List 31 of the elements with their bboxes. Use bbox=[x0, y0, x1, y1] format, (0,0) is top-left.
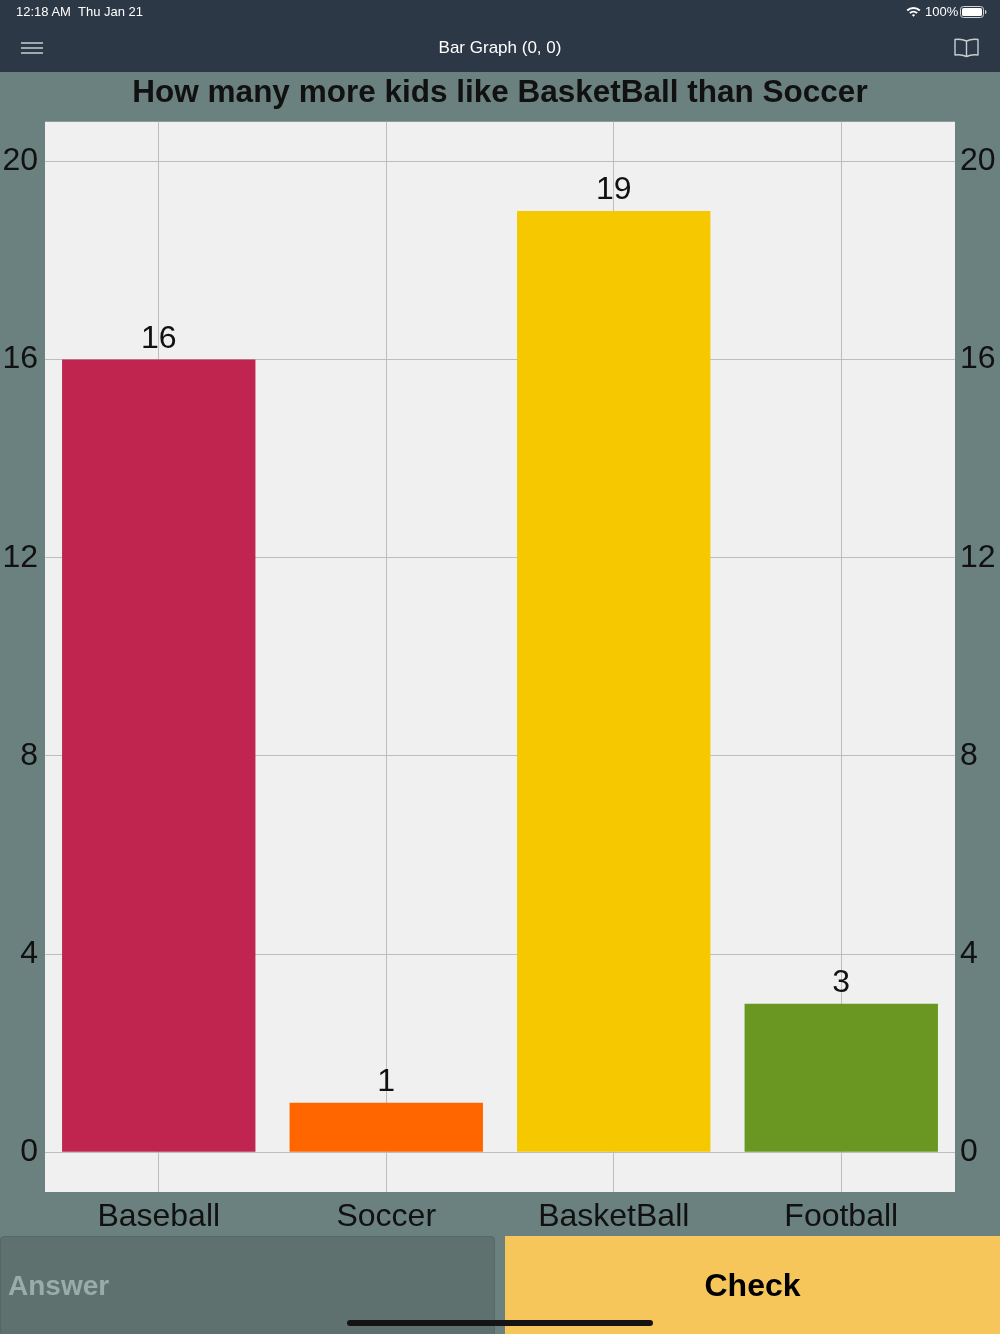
text-field: Answer bbox=[0, 1236, 495, 1334]
y-tick-label: 12 bbox=[2, 537, 38, 574]
y2-tick-label: 8 bbox=[960, 735, 978, 772]
data-label: 16 bbox=[140, 318, 177, 355]
y-tick-label: 16 bbox=[2, 339, 38, 376]
y2-tick-label: 4 bbox=[960, 934, 978, 971]
y2-tick-label: 20 bbox=[960, 141, 996, 178]
bar bbox=[517, 210, 711, 1152]
text: Bar Graph (0, 0) bbox=[438, 38, 562, 57]
text: 100% bbox=[925, 4, 959, 20]
text: 12:18 AM bbox=[16, 4, 71, 20]
y-tick-label: 8 bbox=[20, 735, 38, 772]
data-label: 3 bbox=[832, 962, 851, 999]
data-label: 19 bbox=[595, 169, 632, 206]
y2-tick-label: 12 bbox=[960, 537, 996, 574]
x-tick-label: Baseball bbox=[97, 1197, 221, 1234]
data-label: 1 bbox=[377, 1061, 396, 1098]
y-tick-label: 4 bbox=[20, 934, 38, 971]
x-tick-label: BasketBall bbox=[538, 1197, 690, 1234]
bar bbox=[744, 1003, 938, 1152]
y2-tick-label: 0 bbox=[960, 1132, 978, 1169]
bar bbox=[62, 359, 256, 1152]
x-tick-label: Soccer bbox=[336, 1197, 437, 1234]
button: Check bbox=[505, 1236, 1000, 1334]
y2-tick-label: 16 bbox=[960, 339, 996, 376]
bar bbox=[289, 1102, 483, 1152]
x-tick-label: Football bbox=[784, 1197, 899, 1234]
y-tick-label: 0 bbox=[20, 1132, 38, 1169]
chart-title: How many more kids like BasketBall than Soccer bbox=[132, 72, 868, 109]
y-tick-label: 20 bbox=[2, 141, 38, 178]
text: Thu Jan 21 bbox=[78, 4, 144, 20]
